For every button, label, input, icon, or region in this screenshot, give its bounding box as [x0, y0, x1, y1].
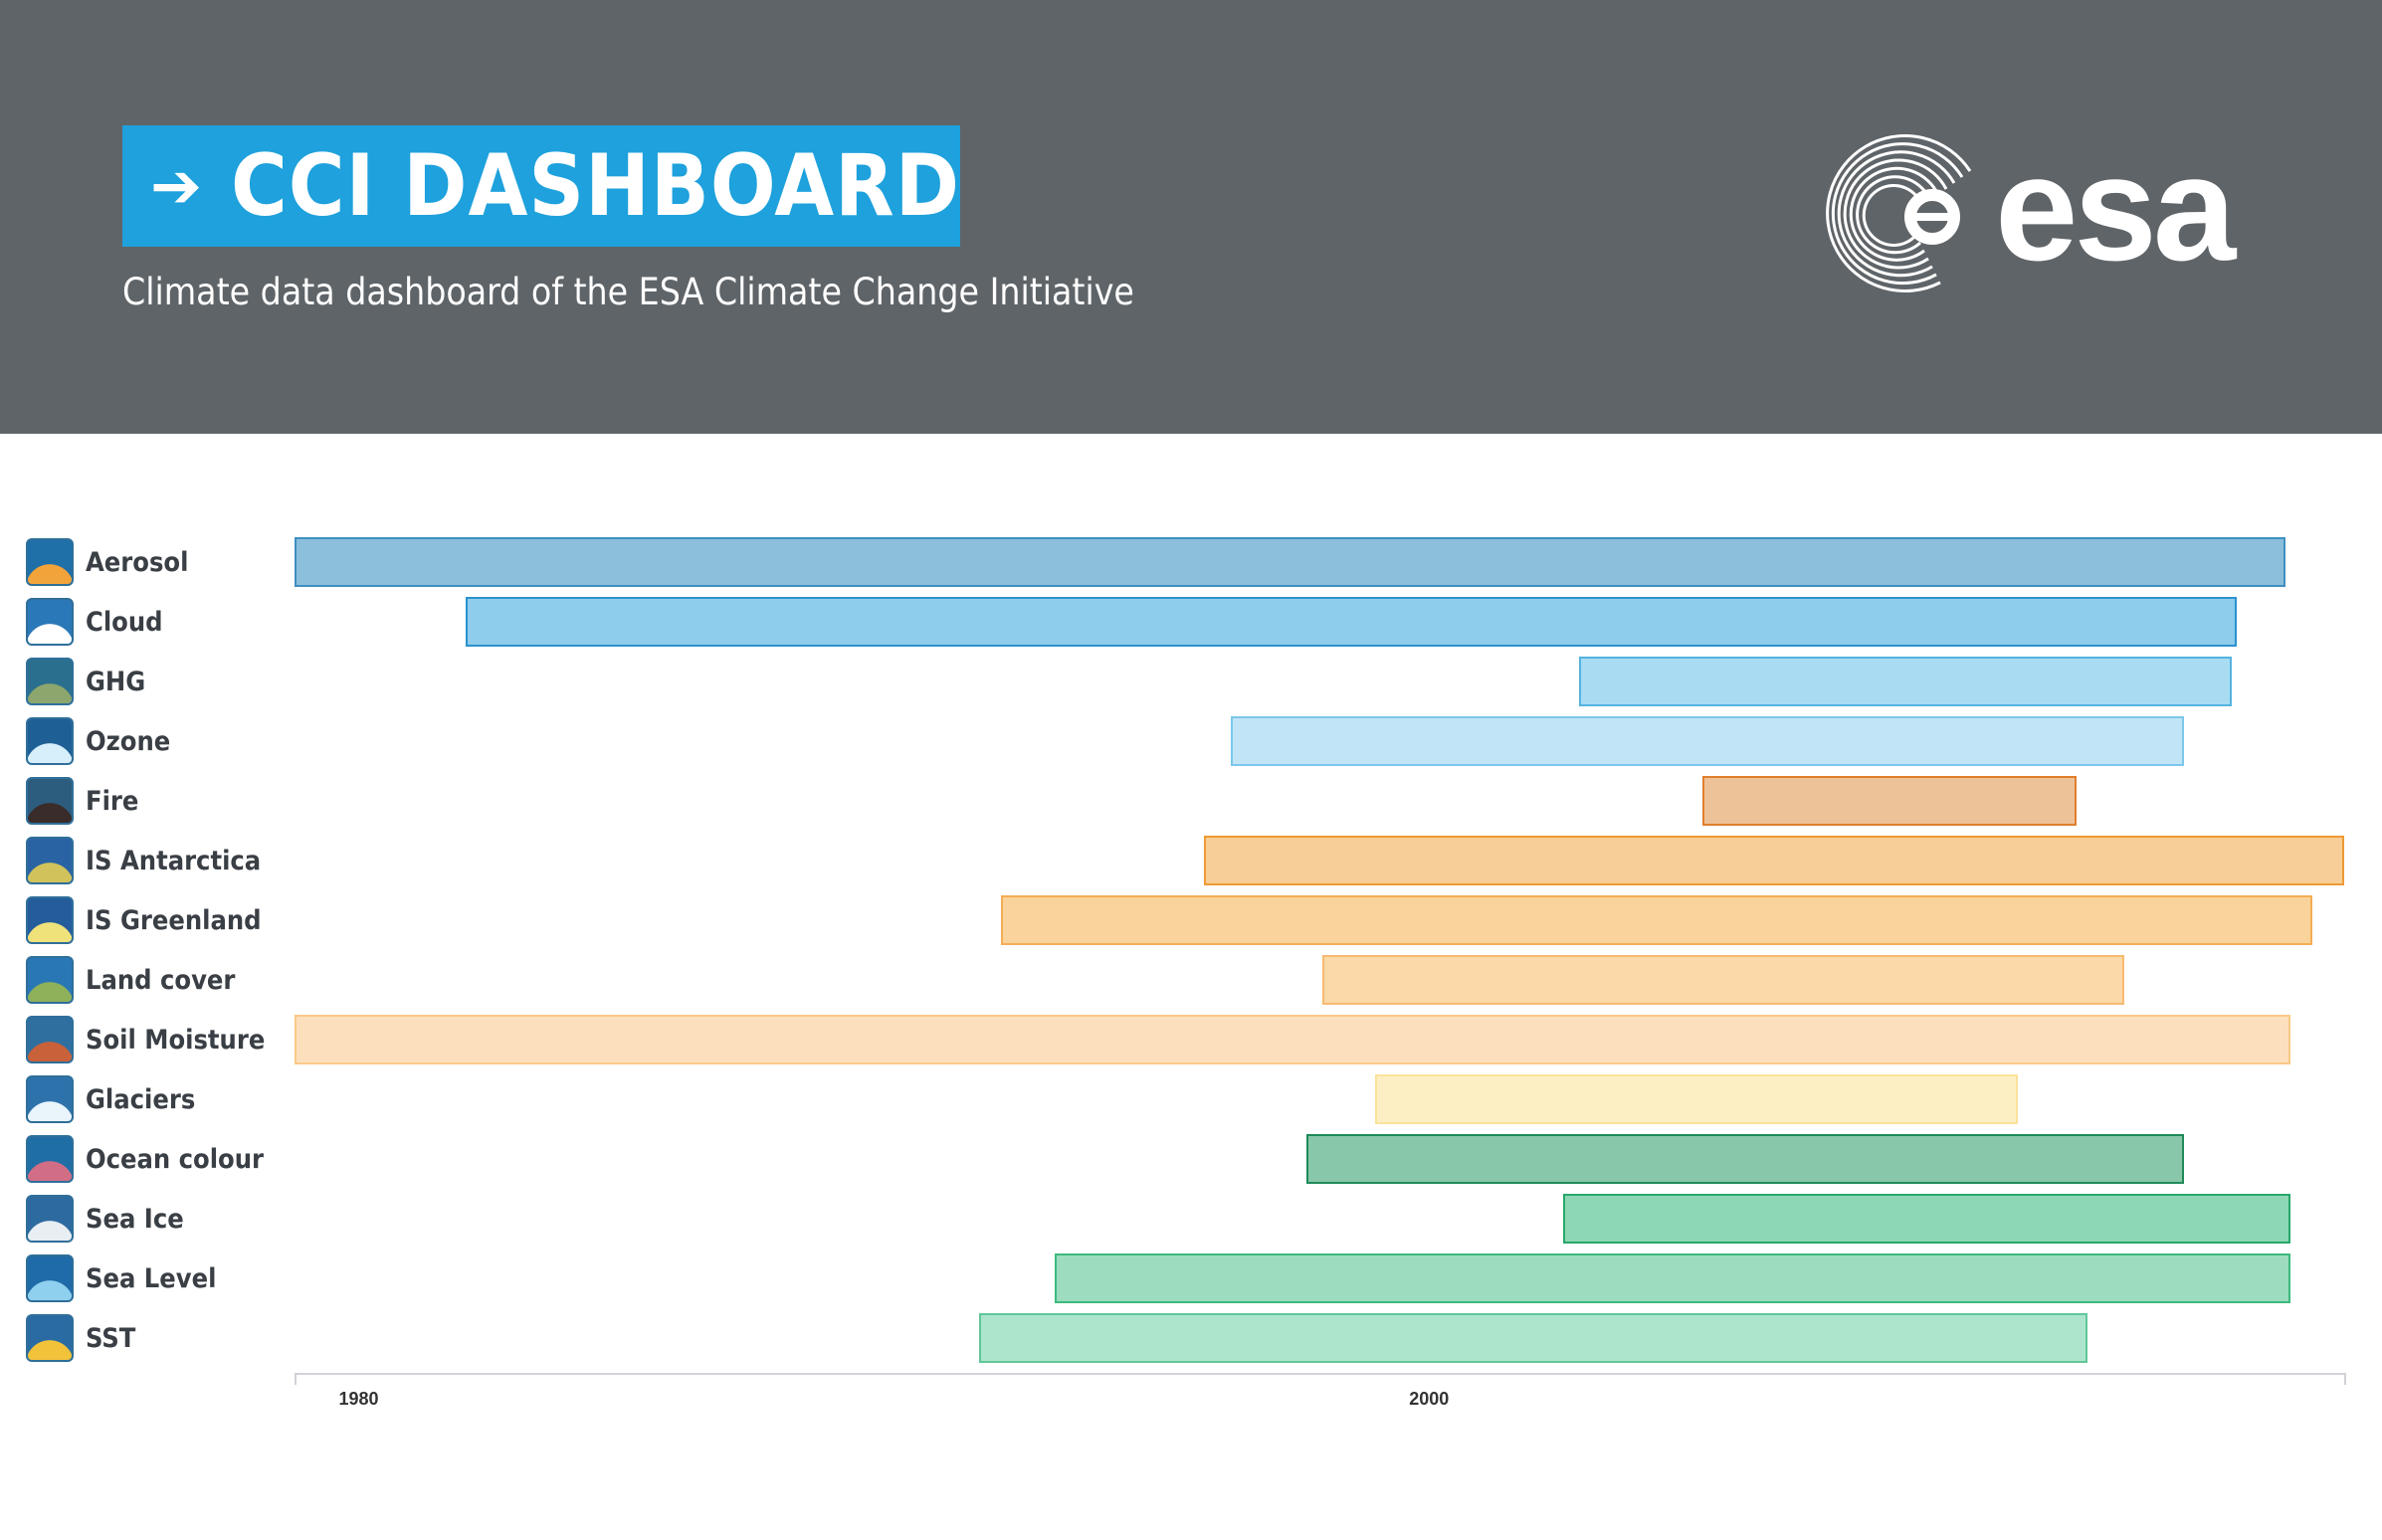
row-label-ghg: GHG — [86, 667, 146, 697]
row-label-cloud: Cloud — [86, 607, 163, 638]
page-title: CCI DASHBOARD — [231, 136, 960, 236]
bar-ocean-colour — [1305, 1134, 2184, 1184]
header-banner: ➔ CCI DASHBOARD Climate data dashboard o… — [0, 0, 2382, 434]
row-label-ozone: Ozone — [86, 726, 171, 757]
sea-ice-icon — [26, 1195, 74, 1243]
title-box: ➔ CCI DASHBOARD — [122, 125, 960, 247]
x-tick-label-2000: 2000 — [1409, 1389, 1450, 1409]
antarctica-icon — [26, 837, 74, 884]
bar-fire — [1701, 776, 2078, 826]
bar-sea-ice — [1562, 1194, 2291, 1244]
bar-ghg — [1578, 657, 2233, 706]
fire-icon — [26, 777, 74, 825]
sea-level-icon — [26, 1254, 74, 1302]
page-subtitle: Climate data dashboard of the ESA Climat… — [122, 271, 1134, 313]
ozone-icon — [26, 717, 74, 765]
ocean-colour-icon — [26, 1135, 74, 1183]
row-label-aerosol: Aerosol — [86, 547, 189, 578]
x-axis-tick-start — [295, 1373, 297, 1385]
row-label-sea-level: Sea Level — [86, 1263, 217, 1294]
bar-ozone — [1231, 716, 2184, 766]
esa-logo-swirl — [1826, 134, 1972, 292]
bar-aerosol — [295, 537, 2285, 587]
ghg-icon — [26, 658, 74, 705]
greenland-icon — [26, 896, 74, 944]
row-label-land-cover: Land cover — [86, 965, 236, 996]
arrow-right-icon: ➔ — [150, 149, 202, 222]
bar-sea-level — [1054, 1253, 2291, 1303]
row-label-fire: Fire — [86, 786, 139, 817]
row-label-is-greenland: IS Greenland — [86, 905, 262, 936]
bar-glaciers — [1375, 1074, 2018, 1124]
row-label-glaciers: Glaciers — [86, 1084, 196, 1115]
x-axis-tick-end — [2344, 1373, 2346, 1385]
x-tick-label-1980: 1980 — [338, 1389, 379, 1409]
row-label-soil-moisture: Soil Moisture — [86, 1025, 266, 1056]
sst-icon — [26, 1314, 74, 1362]
bar-is-antarctica — [1204, 836, 2344, 885]
bar-land-cover — [1321, 955, 2125, 1005]
bar-sst — [979, 1313, 2087, 1363]
glaciers-icon — [26, 1075, 74, 1123]
row-label-sst: SST — [86, 1323, 136, 1354]
aerosol-icon — [26, 538, 74, 586]
esa-logo-text: esa — [1995, 124, 2236, 291]
row-label-sea-ice: Sea Ice — [86, 1204, 184, 1235]
bar-is-greenland — [1000, 895, 2312, 945]
timeline-chart: Aerosol Cloud GHG Ozone Fire IS Antarctica IS … — [0, 434, 2382, 1540]
bar-soil-moisture — [295, 1015, 2291, 1064]
row-label-is-antarctica: IS Antarctica — [86, 846, 262, 876]
soil-moisture-icon — [26, 1016, 74, 1063]
row-label-ocean-colour: Ocean colour — [86, 1144, 265, 1175]
land-cover-icon — [26, 956, 74, 1004]
bar-cloud — [466, 597, 2238, 647]
x-axis-line — [295, 1373, 2346, 1375]
cloud-icon — [26, 598, 74, 646]
esa-logo: esa — [1821, 125, 2269, 304]
